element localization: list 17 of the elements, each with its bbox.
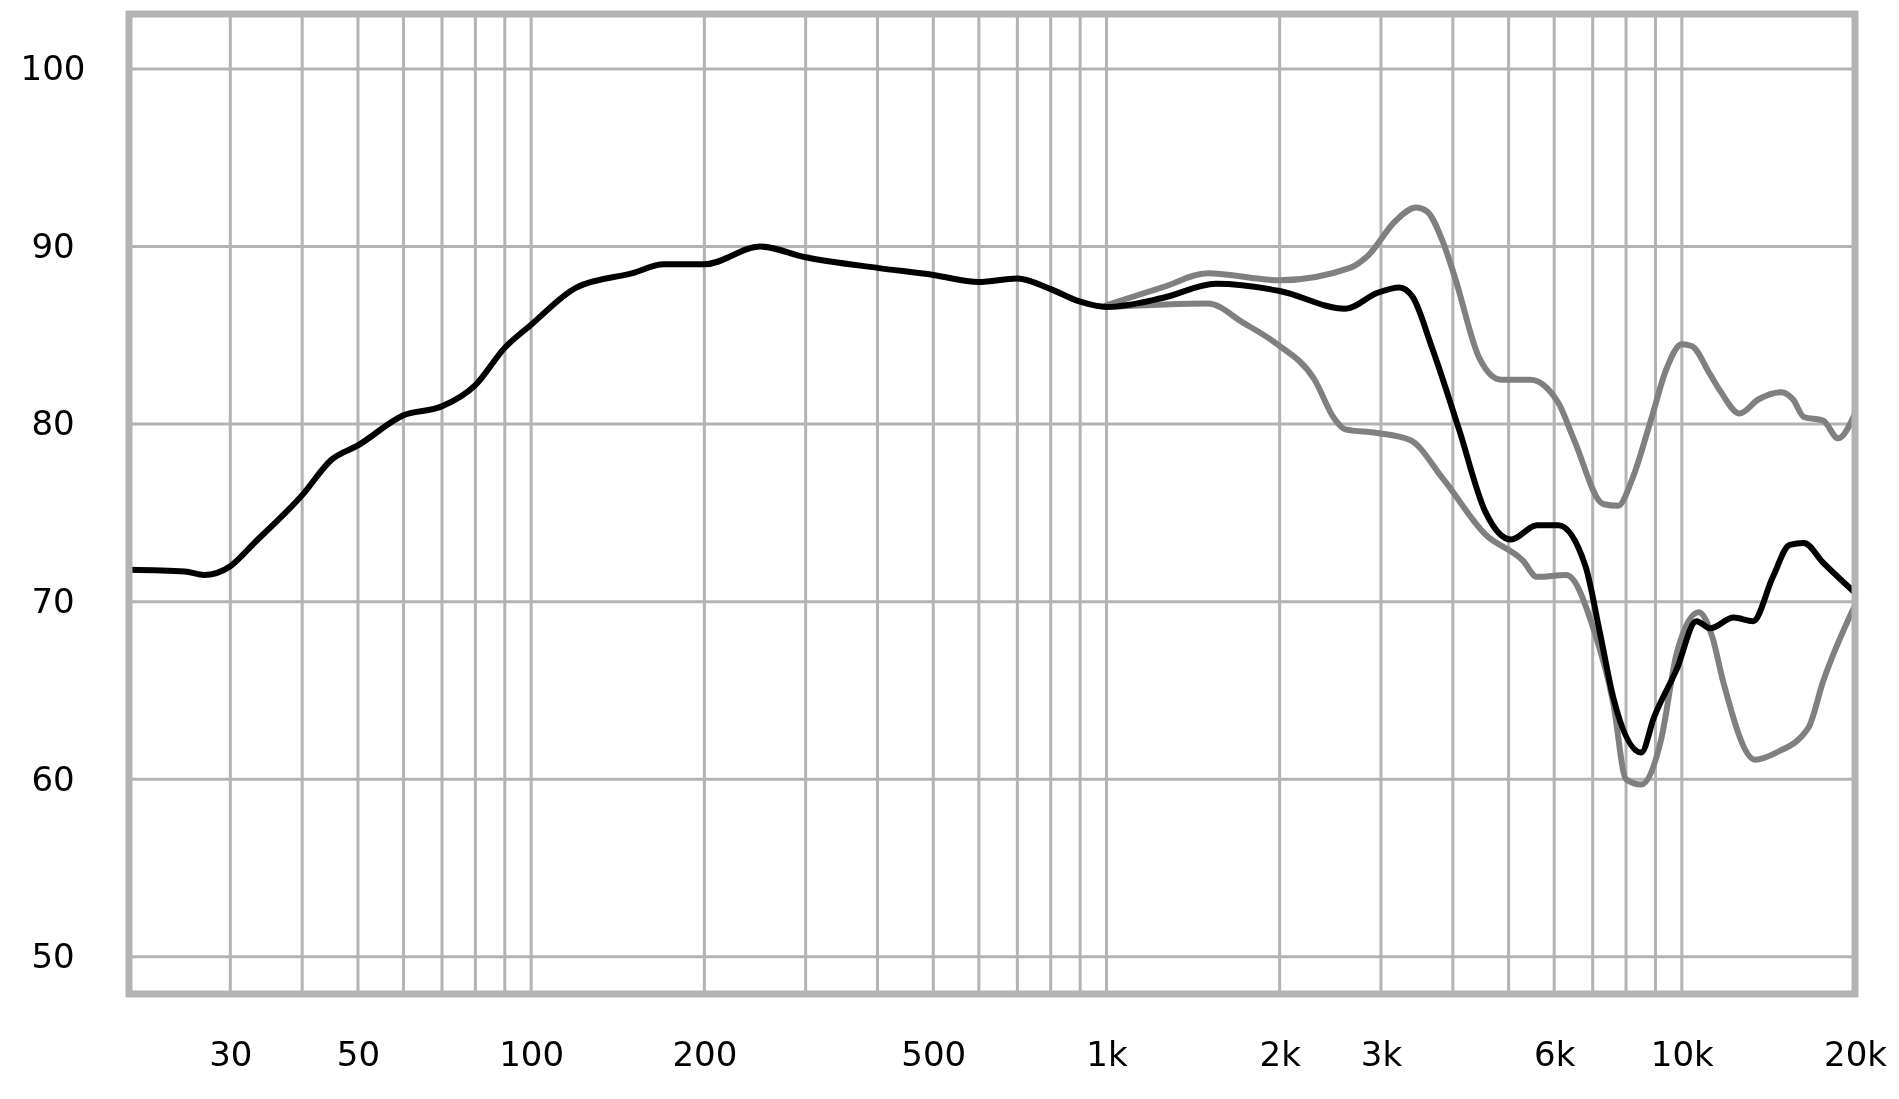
x-tick-label: 500 (901, 1034, 967, 1075)
y-tick-label: 60 (31, 758, 75, 799)
x-tick-label: 6k (1534, 1034, 1576, 1075)
x-tick-label: 50 (336, 1034, 381, 1075)
y-tick-label: 100 (20, 48, 86, 89)
x-tick-label: 1k (1086, 1034, 1128, 1075)
x-tick-label: 2k (1259, 1034, 1302, 1075)
y-tick-label: 50 (31, 936, 75, 977)
x-tick-label: 3k (1360, 1034, 1403, 1075)
x-tick-label: 200 (672, 1034, 738, 1075)
x-tick-label: 10k (1650, 1034, 1715, 1075)
y-tick-label: 90 (31, 225, 75, 266)
x-tick-label: 20k (1824, 1034, 1888, 1075)
x-tick-label: 30 (209, 1034, 253, 1075)
y-tick-label: 70 (31, 581, 75, 622)
x-tick-label: 100 (499, 1034, 565, 1075)
y-tick-label: 80 (31, 403, 75, 444)
